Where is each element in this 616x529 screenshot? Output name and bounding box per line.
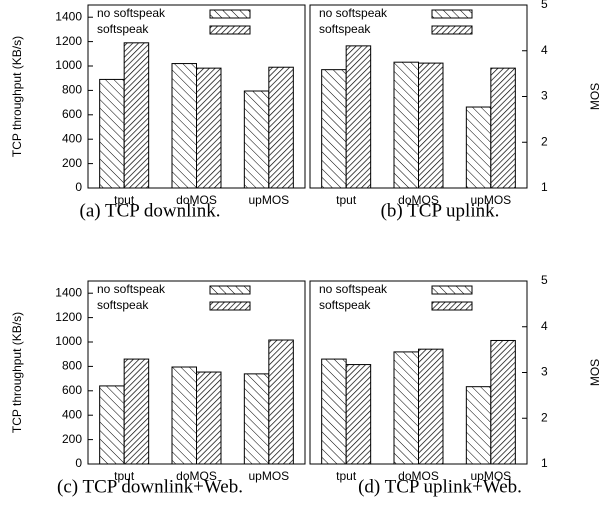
- y-tick-label: 1000: [55, 334, 82, 348]
- y-tick-label: 400: [62, 131, 82, 145]
- legend-swatch: [431, 285, 473, 295]
- legend-label: softspeak: [319, 22, 371, 36]
- y2-tick-label: 5: [541, 273, 548, 287]
- legend-swatch: [431, 301, 473, 311]
- x-tick-label: upMOS: [470, 193, 511, 207]
- y-axis-label: TCP throughput (KB/s): [10, 312, 24, 433]
- bar: [490, 67, 516, 189]
- y-tick-label: 800: [62, 359, 82, 373]
- bar: [490, 339, 516, 465]
- legend-label: softspeak: [319, 298, 371, 312]
- bar: [123, 42, 150, 189]
- bar: [321, 69, 347, 189]
- y-tick-label: 1400: [55, 285, 82, 299]
- legend-label: no softspeak: [319, 282, 388, 296]
- caption: (a) TCP downlink.: [80, 200, 221, 221]
- legend-label: no softspeak: [97, 282, 166, 296]
- bar: [393, 61, 419, 189]
- y-tick-label: 400: [62, 407, 82, 421]
- bar: [243, 90, 270, 189]
- y-tick-label: 0: [75, 456, 82, 470]
- y2-tick-label: 2: [541, 134, 548, 148]
- bar: [418, 348, 444, 465]
- y2-tick-label: 2: [541, 410, 548, 424]
- x-tick-label: tput: [114, 193, 135, 207]
- x-tick-label: upMOS: [248, 193, 289, 207]
- bar: [99, 385, 125, 465]
- y2-tick-label: 1: [541, 456, 548, 470]
- legend-label: no softspeak: [319, 6, 388, 20]
- legend-label: softspeak: [97, 22, 149, 36]
- bar: [345, 45, 372, 189]
- bar: [171, 366, 197, 465]
- legend-swatch: [431, 25, 473, 35]
- y-axis-label: TCP throughput (KB/s): [10, 36, 24, 157]
- bar: [123, 358, 150, 465]
- x-tick-label: doMOS: [398, 193, 439, 207]
- bar: [268, 66, 294, 189]
- legend-swatch: [209, 25, 251, 35]
- bar: [99, 78, 125, 189]
- bar: [465, 386, 492, 465]
- y-tick-label: 1000: [55, 58, 82, 72]
- y2-tick-label: 5: [541, 0, 548, 11]
- x-tick-label: tput: [114, 469, 135, 483]
- bar: [321, 358, 347, 465]
- caption: (c) TCP downlink+Web.: [57, 476, 243, 497]
- y-tick-label: 1200: [55, 34, 82, 48]
- plot-frame: [87, 280, 306, 465]
- y-tick-label: 1200: [55, 310, 82, 324]
- x-tick-label: tput: [336, 193, 357, 207]
- y2-tick-label: 3: [541, 365, 548, 379]
- y-tick-label: 1400: [55, 9, 82, 23]
- y2-tick-label: 4: [541, 319, 548, 333]
- legend-swatch: [209, 9, 251, 19]
- y-tick-label: 200: [62, 432, 82, 446]
- x-tick-label: upMOS: [470, 469, 511, 483]
- y2-axis-label: MOS: [588, 83, 602, 110]
- y-tick-label: 600: [62, 107, 82, 121]
- caption: (b) TCP uplink.: [381, 200, 500, 221]
- y2-tick-label: 4: [541, 43, 548, 57]
- bar: [196, 371, 222, 465]
- bar: [418, 62, 444, 189]
- y-tick-label: 600: [62, 383, 82, 397]
- plot-frame: [87, 4, 306, 189]
- bar: [171, 63, 197, 189]
- y-tick-label: 0: [75, 180, 82, 194]
- legend-swatch: [209, 285, 251, 295]
- y2-axis-label: MOS: [588, 359, 602, 386]
- legend-swatch: [431, 9, 473, 19]
- y2-tick-label: 3: [541, 89, 548, 103]
- x-tick-label: doMOS: [176, 469, 217, 483]
- bar: [393, 351, 419, 465]
- bar: [243, 373, 270, 465]
- bar: [268, 339, 294, 465]
- x-tick-label: upMOS: [248, 469, 289, 483]
- caption: (d) TCP uplink+Web.: [358, 476, 522, 497]
- x-tick-label: doMOS: [176, 193, 217, 207]
- bar: [345, 364, 372, 465]
- x-tick-label: doMOS: [398, 469, 439, 483]
- legend-swatch: [209, 301, 251, 311]
- legend-label: softspeak: [97, 298, 149, 312]
- x-tick-label: tput: [336, 469, 357, 483]
- y-tick-label: 800: [62, 83, 82, 97]
- bar: [196, 67, 222, 189]
- y2-tick-label: 1: [541, 180, 548, 194]
- bar: [465, 106, 492, 189]
- legend-label: no softspeak: [97, 6, 166, 20]
- y-tick-label: 200: [62, 156, 82, 170]
